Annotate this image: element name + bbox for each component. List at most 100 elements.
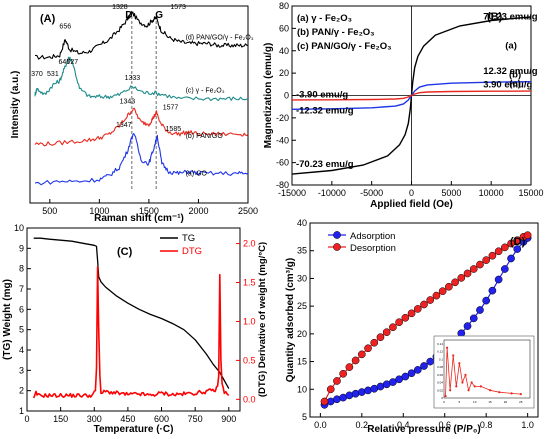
- panel-b-curve-tag: (a): [505, 41, 517, 52]
- panel-c-legend-entry: DTG: [182, 246, 202, 257]
- panel-a-series-label: (c) γ - Fe₂O₃: [186, 88, 225, 95]
- panel-a-xlabel: Raman shift (cm⁻¹): [94, 213, 184, 224]
- panel-a-band-label: G: [155, 10, 163, 21]
- panel-a-peak-label: 1333: [125, 75, 141, 82]
- panel-d-point: [500, 243, 509, 252]
- panel-d-ytick-label: 40: [297, 218, 307, 228]
- panel-d-point: [500, 265, 509, 273]
- panel-b-xtick-label: 10000: [479, 188, 504, 198]
- panel-c-xtick-label: 150: [53, 414, 68, 424]
- panel-b-legend-entry: (c) PAN/GO/γ - Fe₂O₃: [297, 41, 391, 52]
- panel-d-xtick-label: 0.8: [480, 420, 493, 430]
- panel-d-point: [463, 322, 472, 330]
- panel-d-inset-xtick-label: 0: [443, 400, 445, 404]
- panel-d-ytick-label: 10: [297, 384, 307, 394]
- panel-d-inset-point: [498, 391, 501, 394]
- panel-d-point: [476, 260, 484, 269]
- panel-d-frame: [309, 222, 539, 418]
- panel-c-tag: (C): [117, 246, 133, 258]
- panel-b-ytick-label: 80: [279, 1, 289, 11]
- panel-c-dtg-line: [32, 266, 230, 399]
- panel-c-ytick-left-label: 1: [19, 406, 24, 416]
- panel-d-point: [426, 296, 435, 304]
- panel-d-inset-point: [449, 389, 452, 392]
- panel-d-point: [420, 362, 428, 370]
- panel-a-series-label: (d) PAN/GO/γ - Fe₂O₃: [186, 34, 254, 41]
- panel-c-ytick-right-label: 2.0: [243, 239, 256, 249]
- panel-a-xtick-label: 2000: [188, 206, 208, 216]
- panel-d-xtick-label: 1.0: [521, 420, 534, 430]
- panel-d-inset-point: [479, 385, 482, 388]
- panel-d-inset-point: [458, 362, 461, 365]
- panel-d-inset-xtick-label: 25: [519, 400, 523, 404]
- panel-b-series-line: [291, 90, 532, 101]
- panel-c-ytick-right-label: 0.0: [243, 394, 256, 404]
- panel-d-inset-ytick-label: 0.14: [437, 342, 443, 346]
- panel-a-peak-label: 1328: [112, 4, 128, 11]
- panel-d-point: [407, 369, 416, 378]
- panel-d-inset-point: [467, 389, 470, 392]
- panel-b-xtick-label: 15000: [518, 188, 543, 198]
- panel-c-legend-entry: TG: [182, 233, 195, 244]
- panel-a-xtick-label: 2500: [238, 206, 258, 216]
- panel-d-point: [482, 296, 491, 305]
- panel-a-series-line: [34, 10, 249, 60]
- panel-d-xtick-label: 0.4: [397, 420, 410, 430]
- panel-b-tag: (B): [487, 11, 503, 23]
- panel-b-curve-tag: (c): [509, 79, 521, 90]
- panel-b-xtick-label: -5000: [360, 188, 383, 198]
- panel-d-legend-marker: [333, 231, 341, 239]
- panel-c-xtick-label: 0: [24, 414, 29, 424]
- panel-d-ytick-label: 35: [297, 246, 307, 256]
- panel-b-ytick-label: 0: [284, 91, 289, 101]
- panel-d-inset-xtick-label: 15: [488, 400, 492, 404]
- panel-d-point: [469, 265, 478, 273]
- panel-d-point: [482, 256, 491, 264]
- panel-d-inset-ytick-label: 0.02: [437, 388, 443, 392]
- panel-d-point: [488, 286, 497, 295]
- panel-a-series-line: [34, 133, 249, 186]
- panel-c-ytick-right-label: 1.5: [243, 278, 256, 288]
- panel-c-xtick-label: 600: [154, 414, 169, 424]
- panel-b-ytick-label: -60: [276, 158, 289, 168]
- panel-d-point: [382, 328, 391, 337]
- panel-a-peak-label: 1343: [120, 99, 136, 106]
- panel-c-ytick-left-label: 9: [19, 243, 24, 253]
- panel-b-xtick-label: 0: [409, 188, 414, 198]
- panel-d-point: [488, 251, 497, 260]
- panel-d-xtick-label: 0.2: [356, 420, 369, 430]
- panel-d-inset-point: [464, 373, 467, 376]
- panel-a-series-line: [34, 107, 249, 147]
- panel-b-ylabel: Magnetization (emu/g): [263, 43, 274, 149]
- panel-d-point: [345, 363, 354, 371]
- panel-b-annotation: 3.90 emu/g: [483, 80, 532, 91]
- panel-b-annotation: 12.32 emu/g: [483, 66, 538, 77]
- panel-d-point: [494, 247, 503, 256]
- panel-d-point: [451, 278, 459, 287]
- panel-d-point: [438, 287, 447, 296]
- panel-d-xtick-label: 0.0: [314, 420, 327, 430]
- panel-c-ytick-left-label: 7: [19, 284, 24, 294]
- panel-d-point: [513, 245, 522, 253]
- panel-d-inset-ytick-label: 0.04: [437, 381, 443, 385]
- panel-a-xtick-label: 1500: [139, 206, 159, 216]
- panel-d-inset-point: [461, 381, 464, 384]
- panel-d-point: [351, 356, 360, 365]
- panel-d-ytick-label: 15: [297, 357, 307, 367]
- panel-d-inset-point: [452, 354, 455, 357]
- panel-a-series-label: (b) PAN/GO: [186, 133, 224, 140]
- panel-c-xtick-label: 300: [87, 414, 102, 424]
- panel-b-ytick-label: -80: [276, 180, 289, 190]
- panel-d-point: [333, 377, 341, 385]
- panel-d-inset-line: [445, 347, 521, 397]
- panel-d-point: [457, 274, 466, 282]
- panel-d-point: [476, 306, 484, 314]
- panel-d-legend-marker: [333, 243, 341, 251]
- panel-d-inset-ytick-label: 0: [441, 396, 443, 400]
- panel-d-xlabel: Relative pressure (P/P₀): [367, 424, 480, 435]
- panel-d-point: [326, 385, 335, 394]
- panel-d-point: [395, 318, 403, 327]
- panel-d-inset-point: [470, 381, 473, 384]
- panel-d-point: [426, 357, 435, 366]
